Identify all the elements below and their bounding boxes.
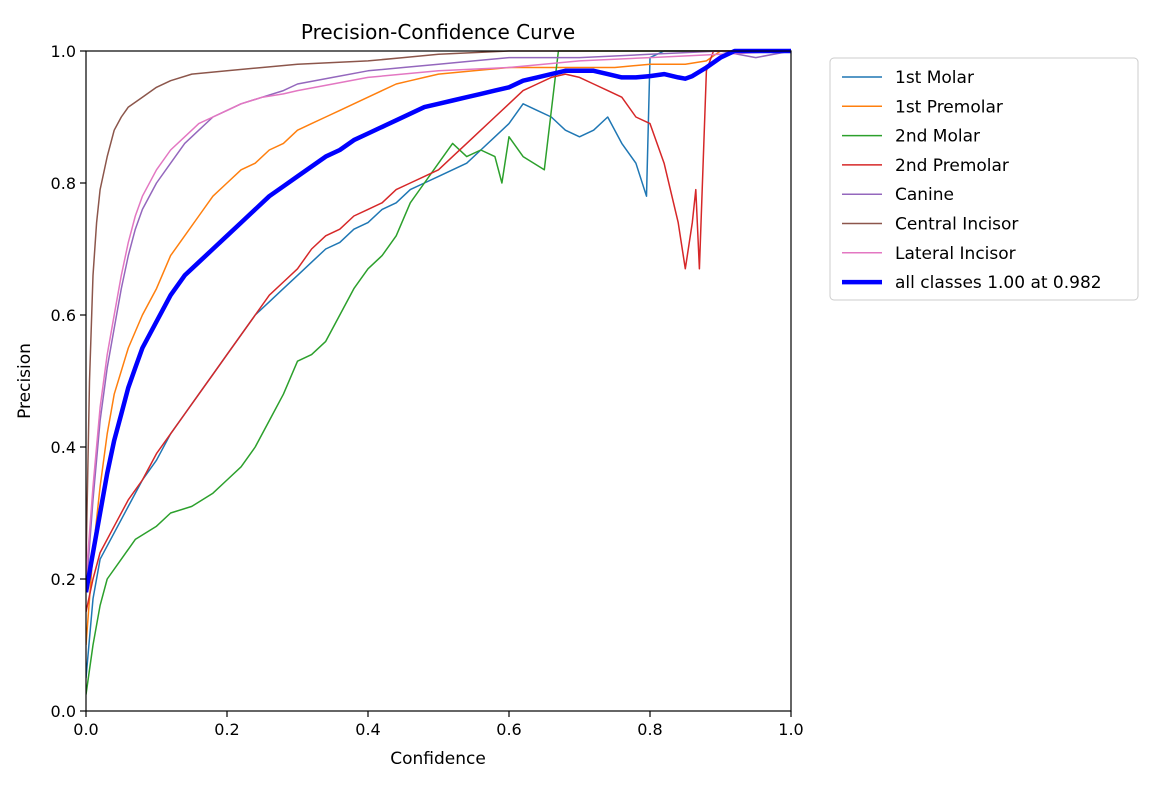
legend-box xyxy=(829,57,1139,301)
x-tick-label: 1.0 xyxy=(778,720,803,739)
y-tick-label: 0.0 xyxy=(51,702,76,721)
x-tick-label: 0.8 xyxy=(637,720,662,739)
legend: 1st Molar 1st Premolar 2nd Molar 2nd Premol… xyxy=(829,57,1139,301)
legend-label: Canine xyxy=(895,185,954,205)
series-line-lateral-incisor xyxy=(86,50,792,580)
legend-label: 1st Molar xyxy=(895,68,974,88)
legend-label: Central Incisor xyxy=(895,215,1018,235)
legend-label: Lateral Incisor xyxy=(895,244,1016,264)
x-tick-label: 0.2 xyxy=(214,720,239,739)
x-tick-label: 0.0 xyxy=(73,720,98,739)
plot-frame xyxy=(85,50,792,712)
legend-label: all classes 1.00 at 0.982 xyxy=(895,273,1102,293)
series-line-2nd-molar xyxy=(86,50,791,695)
y-tick-label: 0.8 xyxy=(51,174,76,193)
y-tick-label: 0.4 xyxy=(51,438,76,457)
y-tick-label: 1.0 xyxy=(51,42,76,61)
y-axis-label: Precision xyxy=(15,343,35,419)
legend-label: 2nd Premolar xyxy=(895,156,1009,176)
legend-label: 2nd Molar xyxy=(895,127,980,147)
y-tick-label: 0.2 xyxy=(51,570,76,589)
series-line-central-incisor xyxy=(86,50,791,566)
series-line-all-classes-1-00-at-0-982 xyxy=(86,48,791,593)
series-layer xyxy=(86,48,792,695)
series-line-2nd-premolar xyxy=(86,50,791,613)
chart-title: Precision-Confidence Curve xyxy=(301,20,575,44)
x-axis-label: Confidence xyxy=(390,749,486,769)
x-tick-label: 0.4 xyxy=(355,720,380,739)
legend-label: 1st Premolar xyxy=(895,97,1003,117)
y-tick-label: 0.6 xyxy=(51,306,76,325)
x-axis: 0.0 0.2 0.4 0.6 0.8 1.0 xyxy=(73,711,804,739)
x-tick-label: 0.6 xyxy=(496,720,521,739)
series-line-1st-premolar xyxy=(86,50,791,646)
y-axis: 0.0 0.2 0.4 0.6 0.8 1.0 xyxy=(51,42,86,721)
